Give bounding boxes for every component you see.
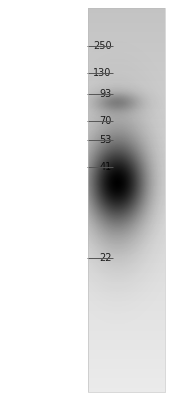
Text: 93: 93 (99, 89, 112, 99)
Text: 70: 70 (99, 116, 112, 126)
Text: 130: 130 (93, 68, 112, 78)
Text: 41: 41 (99, 162, 112, 172)
Text: 250: 250 (93, 41, 112, 51)
Text: 22: 22 (99, 253, 112, 262)
Text: 53: 53 (99, 136, 112, 146)
Bar (88, 8, 165, 392)
